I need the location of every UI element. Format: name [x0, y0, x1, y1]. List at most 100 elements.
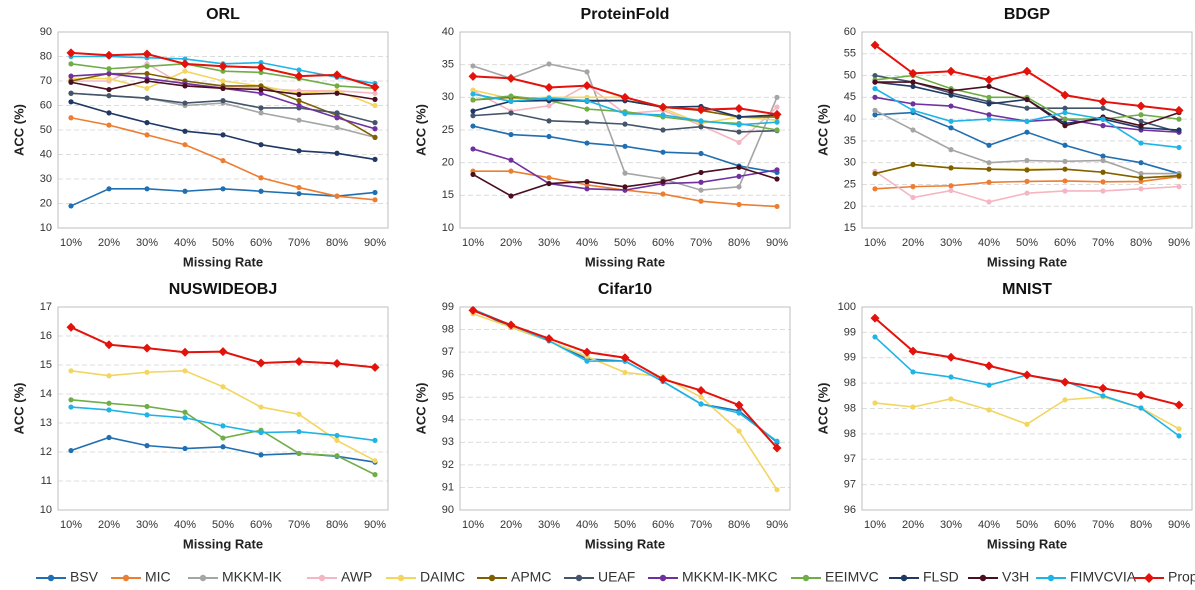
marker	[736, 173, 742, 179]
x-tick-label: 40%	[174, 519, 196, 531]
y-tick-label: 99	[844, 352, 856, 364]
x-tick-label: 80%	[326, 519, 348, 531]
y-tick-label: 25	[442, 124, 454, 136]
x-tick-label: 70%	[690, 519, 712, 531]
marker	[142, 49, 152, 59]
marker	[774, 438, 780, 444]
marker	[582, 347, 592, 357]
marker	[182, 415, 188, 421]
marker	[660, 191, 666, 197]
marker	[68, 90, 74, 96]
marker	[1138, 160, 1144, 166]
y-axis-label: ACC (%)	[413, 104, 428, 156]
marker	[584, 140, 590, 146]
marker	[986, 407, 992, 413]
legend-marker	[318, 574, 326, 582]
legend-marker	[900, 574, 908, 582]
legend-label: UEAF	[598, 569, 635, 585]
line	[472, 148, 778, 191]
legend-label: MIC	[145, 569, 171, 585]
marker	[774, 94, 780, 100]
chart-title: MNIST	[1002, 281, 1052, 298]
x-tick-label: 50%	[614, 519, 636, 531]
x-axis-label: Missing Rate	[585, 536, 665, 551]
marker	[258, 69, 264, 76]
y-tick-label: 15	[40, 359, 52, 371]
y-tick-label: 35	[844, 135, 856, 147]
y-tick-label: 80	[40, 50, 52, 62]
legend-label: BSV	[70, 569, 99, 585]
marker	[68, 397, 74, 403]
marker	[910, 83, 916, 90]
marker	[660, 127, 666, 133]
marker	[180, 59, 190, 69]
x-tick-label: 10%	[864, 237, 886, 249]
marker	[68, 447, 74, 454]
marker	[106, 86, 112, 93]
marker	[220, 186, 226, 192]
marker	[332, 359, 342, 369]
marker	[1100, 169, 1106, 175]
marker	[622, 170, 628, 176]
x-tick-label: 40%	[978, 237, 1000, 249]
marker	[370, 362, 380, 372]
marker	[948, 125, 954, 131]
x-tick-label: 20%	[902, 519, 924, 531]
marker	[182, 100, 188, 106]
y-tick-label: 91	[442, 481, 454, 493]
y-tick-label: 13	[40, 417, 52, 429]
x-tick-label: 40%	[576, 237, 598, 249]
marker	[218, 347, 228, 357]
legend-label: AWP	[341, 569, 372, 585]
legend-label: MKKM-IK-MKC	[682, 569, 778, 585]
marker	[1062, 178, 1068, 184]
marker	[1024, 105, 1030, 111]
y-tick-label: 96	[442, 369, 454, 381]
x-tick-label: 60%	[652, 237, 674, 249]
marker	[910, 184, 916, 190]
legend-marker	[575, 574, 583, 582]
marker	[68, 79, 74, 85]
marker	[660, 149, 666, 155]
marker	[698, 169, 704, 176]
marker	[948, 183, 954, 189]
marker	[296, 91, 302, 98]
y-tick-label: 35	[442, 59, 454, 71]
x-tick-label: 10%	[864, 519, 886, 531]
x-tick-label: 80%	[728, 519, 750, 531]
marker	[910, 127, 916, 133]
marker	[774, 127, 780, 133]
marker	[736, 164, 742, 170]
marker	[182, 445, 188, 452]
y-tick-label: 70	[40, 75, 52, 87]
y-tick-label: 100	[838, 301, 856, 313]
marker	[296, 98, 302, 104]
marker	[1138, 123, 1144, 129]
x-axis-label: Missing Rate	[987, 254, 1067, 269]
marker	[372, 472, 378, 478]
marker	[68, 99, 74, 105]
marker	[144, 95, 150, 101]
marker	[544, 334, 554, 344]
x-tick-label: 60%	[1054, 519, 1076, 531]
legend-marker	[47, 574, 55, 582]
marker	[986, 94, 992, 100]
marker	[986, 179, 992, 185]
marker	[144, 63, 150, 69]
legend-label: V3H	[1002, 569, 1029, 585]
legend-marker	[488, 574, 496, 582]
marker	[910, 369, 916, 375]
y-tick-label: 90	[40, 26, 52, 38]
marker	[1060, 377, 1070, 387]
marker	[584, 98, 590, 104]
marker	[1062, 142, 1068, 148]
marker	[468, 305, 478, 315]
marker	[296, 102, 302, 109]
x-tick-label: 60%	[250, 519, 272, 531]
marker	[294, 71, 304, 81]
marker	[180, 347, 190, 357]
legend-label: APMC	[511, 569, 551, 585]
x-tick-label: 40%	[174, 237, 196, 249]
marker	[508, 131, 514, 138]
y-tick-label: 15	[844, 222, 856, 234]
